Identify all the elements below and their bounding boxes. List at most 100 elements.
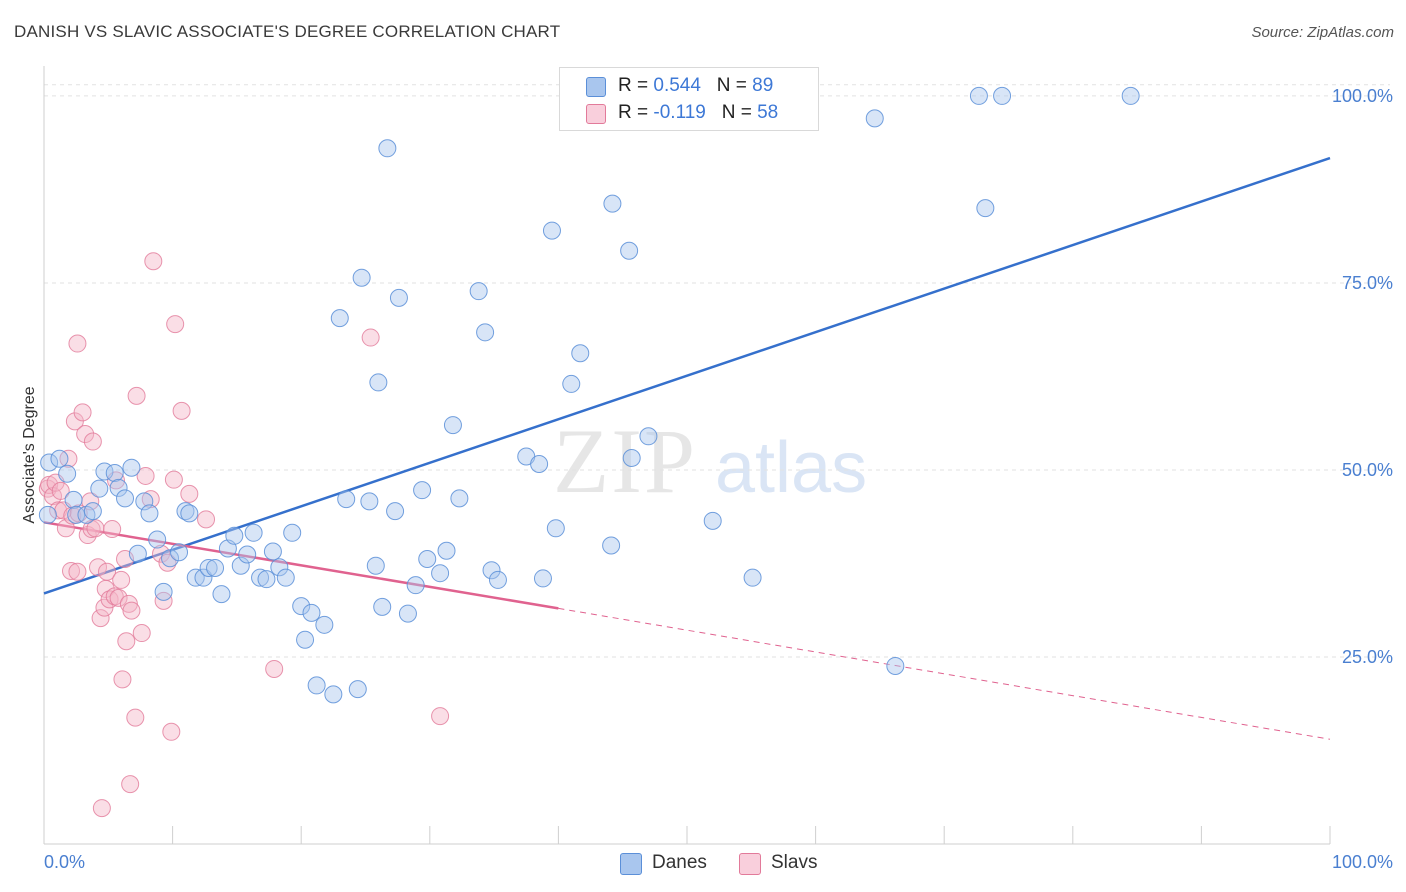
slavs-point (132, 624, 151, 643)
slavs-r-value: -0.119 (653, 102, 706, 123)
danes-point (622, 448, 641, 467)
slavs-r-label: R = (618, 102, 649, 123)
x-tick-labels: 0.0% 100.0% (44, 852, 1393, 872)
danes-point (865, 109, 884, 128)
slavs-point (109, 588, 128, 607)
danes-point (542, 221, 561, 240)
danes-point (105, 463, 124, 482)
slavs-point (83, 432, 102, 451)
watermark-atlas: atlas (715, 428, 867, 508)
danes-point (703, 511, 722, 530)
danes-n-label: N = (716, 75, 747, 96)
danes-point (533, 569, 552, 588)
slavs-point (197, 510, 216, 529)
x-tick-label: 0.0% (44, 852, 85, 872)
danes-point (562, 374, 581, 393)
danes-point (116, 489, 135, 508)
danes-point (450, 489, 469, 508)
slavs-point (100, 590, 119, 609)
danes-point (976, 199, 995, 218)
danes-point (199, 558, 218, 577)
slavs-point (361, 328, 380, 347)
slavs-legend-label: Slavs (771, 852, 818, 873)
danes-point (571, 344, 590, 363)
danes-point (263, 542, 282, 561)
y-axis-label: Associate's Degree (21, 386, 38, 523)
slavs-point (59, 449, 78, 468)
danes-point (352, 268, 371, 287)
y-tick-label: 25.0% (1342, 647, 1393, 667)
slavs-point (65, 412, 84, 431)
danes-point (180, 504, 199, 523)
danes-point (38, 505, 57, 524)
danes-point (386, 502, 405, 521)
watermark: ZIP atlas (553, 410, 867, 512)
stats-legend: R = 0.544 N = 89 R = -0.119 N = 58 (559, 67, 819, 131)
slavs-point (76, 425, 95, 444)
danes-point (993, 86, 1012, 105)
slavs-points (38, 252, 450, 818)
slavs-point (51, 481, 70, 500)
slavs-point (136, 466, 155, 485)
danes-point (128, 544, 147, 563)
slavs-point (92, 799, 111, 818)
danes-point (337, 490, 356, 509)
danes-point (186, 568, 205, 587)
slavs-point (431, 707, 450, 726)
danes-point (1121, 86, 1140, 105)
y-tick-label: 75.0% (1342, 273, 1393, 293)
x-tick-label: 100.0% (1332, 852, 1393, 872)
slavs-n-value: 58 (757, 102, 779, 123)
danes-point (476, 323, 495, 342)
danes-point (530, 454, 549, 473)
danes-point (603, 194, 622, 213)
danes-point (398, 604, 417, 623)
slavs-point (112, 570, 131, 589)
slavs-point (127, 386, 146, 405)
danes-point (886, 656, 905, 675)
danes-point (170, 543, 189, 562)
slavs-point (172, 401, 191, 420)
danes-legend-swatch (620, 853, 642, 875)
slavs-point (68, 334, 87, 353)
slavs-point (49, 501, 68, 520)
danes-point (122, 458, 141, 477)
danes-r-label: R = (618, 75, 649, 96)
danes-point (212, 585, 231, 604)
slavs-point (164, 470, 183, 489)
danes-point (238, 545, 257, 564)
danes-point (437, 541, 456, 560)
danes-point (292, 597, 311, 616)
danes-legend-label: Danes (652, 852, 707, 873)
danes-point (431, 564, 450, 583)
slavs-point (113, 670, 132, 689)
slavs-point (91, 609, 110, 628)
source-label: Source: ZipAtlas.com (1251, 24, 1394, 41)
danes-point (369, 373, 388, 392)
danes-point (360, 492, 379, 511)
danes-point (296, 630, 315, 649)
danes-point (244, 523, 263, 542)
danes-point (302, 603, 321, 622)
slavs-point (89, 558, 108, 577)
danes-point (148, 530, 167, 549)
danes-point (488, 570, 507, 589)
danes-point (469, 282, 488, 301)
slavs-point (62, 561, 81, 580)
slavs-point (117, 632, 136, 651)
danes-point (378, 139, 397, 158)
danes-point (83, 502, 102, 521)
slavs-point (103, 520, 122, 539)
y-tick-label: 50.0% (1342, 460, 1393, 480)
danes-point (330, 309, 349, 328)
danes-point (251, 568, 270, 587)
axes (43, 66, 1331, 845)
slavs-point (265, 659, 284, 678)
danes-point (307, 676, 326, 695)
danes-point (154, 582, 173, 601)
danes-point (50, 449, 69, 468)
danes-point (283, 523, 302, 542)
danes-point (348, 680, 367, 699)
slavs-point (73, 403, 92, 422)
danes-point (413, 481, 432, 500)
